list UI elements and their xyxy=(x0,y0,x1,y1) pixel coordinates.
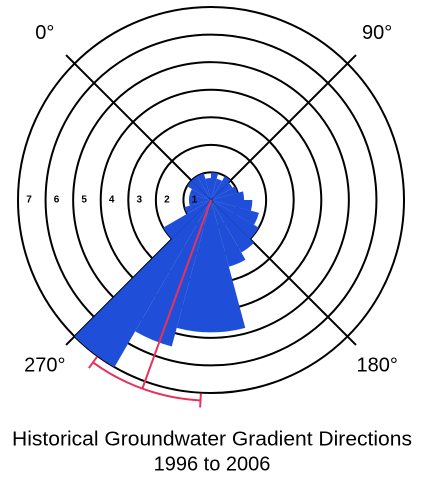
petal xyxy=(211,200,254,253)
angle-axis xyxy=(210,54,357,201)
range-end xyxy=(88,356,98,369)
petal xyxy=(184,200,211,214)
angle-label: 270° xyxy=(24,354,65,376)
petal xyxy=(211,176,231,200)
petal xyxy=(163,200,211,239)
ring xyxy=(44,33,378,367)
petal xyxy=(74,200,212,368)
petal xyxy=(191,176,211,200)
ring-label: 1 xyxy=(192,195,198,206)
petal xyxy=(211,200,246,333)
petal xyxy=(211,186,238,200)
ring-label: 2 xyxy=(164,195,170,206)
petal xyxy=(211,200,259,239)
petal xyxy=(187,180,211,200)
petal xyxy=(211,200,253,211)
plot-area: 0° 90° 180° 270° 1 2 3 4 5 6 7 xyxy=(17,6,405,408)
chart-title: Historical Groundwater Gradient Directio… xyxy=(12,428,412,450)
range-end xyxy=(199,393,202,408)
petal xyxy=(205,177,211,200)
ring-label: 3 xyxy=(137,195,143,206)
petal xyxy=(211,200,246,267)
petal xyxy=(211,182,233,200)
petal xyxy=(211,200,259,225)
petal xyxy=(197,173,211,200)
ring-label: 5 xyxy=(81,195,87,206)
angle-axis xyxy=(65,54,212,201)
ring-label: 4 xyxy=(109,195,115,206)
ring xyxy=(72,61,350,339)
petal xyxy=(211,172,219,200)
mean-direction xyxy=(141,199,212,389)
chart-subtitle: 1996 to 2006 xyxy=(154,453,271,475)
petal xyxy=(211,178,223,200)
range-arc xyxy=(92,361,201,402)
ring-label: 6 xyxy=(54,195,60,206)
petal xyxy=(188,200,211,206)
ring xyxy=(17,6,405,394)
petal xyxy=(189,188,211,200)
petal xyxy=(176,200,211,333)
petal xyxy=(188,194,211,200)
ring-label: 7 xyxy=(26,195,32,206)
petal xyxy=(135,200,211,347)
angle-label: 180° xyxy=(356,354,397,376)
angle-label: 0° xyxy=(35,22,54,44)
angle-label: 90° xyxy=(362,22,392,44)
petal xyxy=(211,191,245,200)
